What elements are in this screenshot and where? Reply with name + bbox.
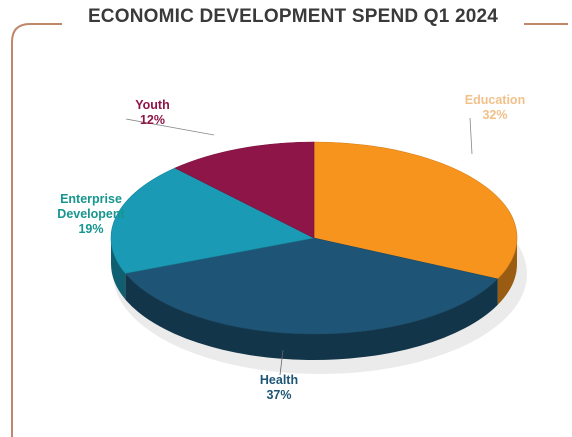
chart-title: ECONOMIC DEVELOPMENT SPEND Q1 2024 bbox=[87, 6, 499, 27]
pie-slice-enterprise-developent bbox=[110, 167, 315, 274]
pie-slice-education bbox=[313, 141, 518, 280]
label-enterprise-name-1: Enterprise bbox=[60, 192, 122, 206]
pie-side-enterprise-developent bbox=[111, 238, 126, 300]
leader-education bbox=[469, 117, 473, 155]
label-youth-name: Youth bbox=[135, 98, 170, 112]
label-health-pct: 37% bbox=[266, 388, 292, 402]
pie-side-health bbox=[125, 273, 498, 360]
leader-health bbox=[279, 349, 284, 376]
leader-youth bbox=[125, 118, 215, 136]
pie-side-education bbox=[497, 238, 517, 305]
frame-border bbox=[11, 23, 568, 437]
label-enterprise-pct: 19% bbox=[78, 222, 104, 236]
label-health: Health 37% bbox=[249, 373, 309, 403]
pie-slice-youth bbox=[174, 141, 315, 239]
label-education: Education 32% bbox=[460, 93, 530, 123]
label-education-name: Education bbox=[464, 93, 526, 107]
pie-slice-health bbox=[124, 237, 499, 335]
label-education-pct: 32% bbox=[482, 108, 508, 122]
label-enterprise-name-2: Developent bbox=[57, 207, 125, 221]
label-youth: Youth 12% bbox=[125, 98, 180, 128]
label-enterprise: Enterprise Developent 19% bbox=[46, 192, 136, 237]
label-youth-pct: 12% bbox=[139, 113, 166, 127]
label-health-name: Health bbox=[259, 373, 299, 387]
